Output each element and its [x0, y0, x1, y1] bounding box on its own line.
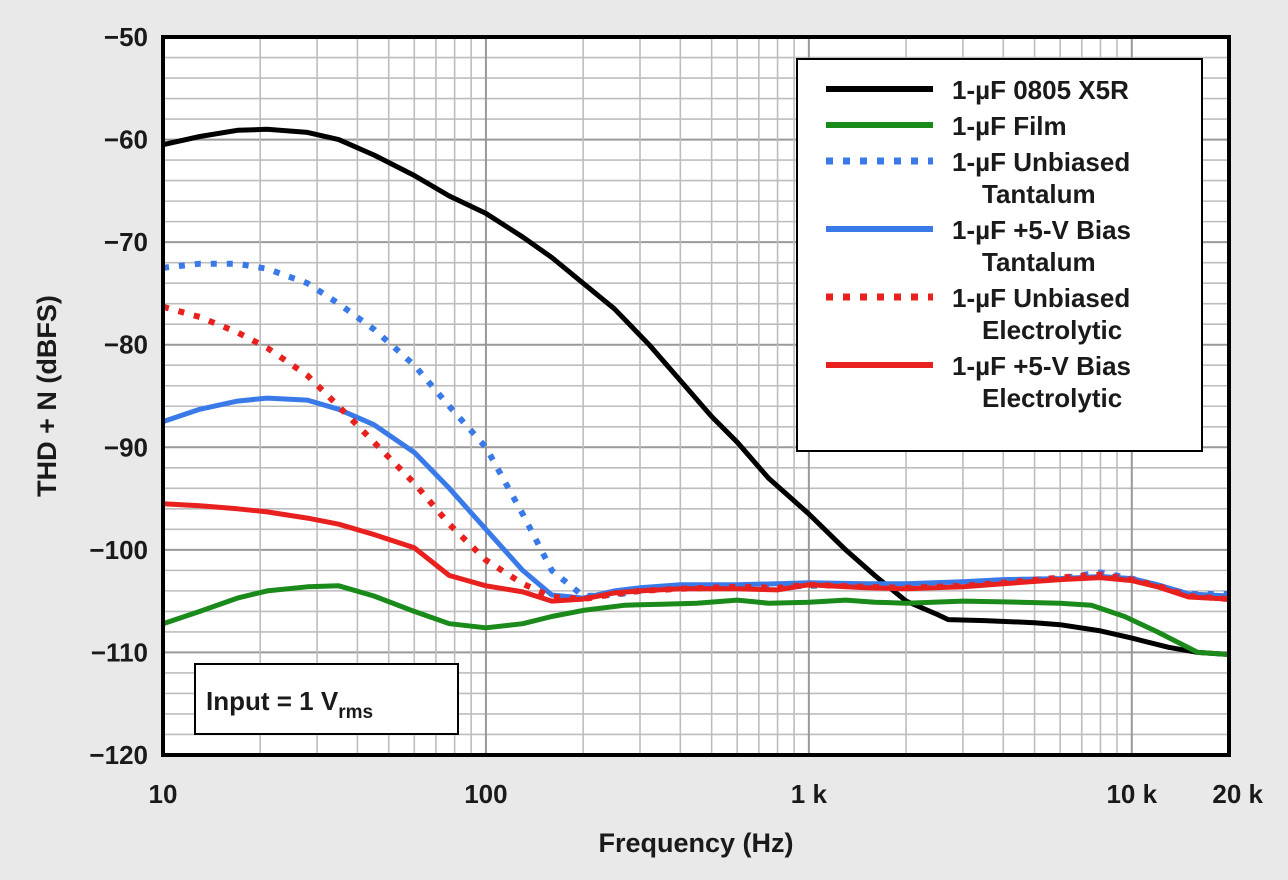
input-note-subscript: rms	[338, 702, 373, 723]
x-tick-label: 10 k	[1106, 779, 1157, 809]
legend-label: 1-µF +5-V Bias	[952, 215, 1131, 245]
y-tick-label: −50	[104, 22, 148, 52]
legend-label: 1-µF 0805 X5R	[952, 75, 1129, 105]
x-tick-label: 10	[149, 779, 178, 809]
y-tick-label: −120	[89, 740, 148, 770]
legend-label: Tantalum	[982, 247, 1096, 277]
input-note: Input = 1 Vrms	[194, 663, 459, 735]
y-tick-label: −80	[104, 330, 148, 360]
legend-label: 1-µF Film	[952, 111, 1067, 141]
input-note-main: Input = 1 V	[206, 686, 339, 716]
input-note-box	[194, 663, 459, 735]
x-tick-label: 20 k	[1212, 779, 1263, 809]
x-tick-label: 1 k	[791, 779, 828, 809]
legend-label: Tantalum	[982, 179, 1096, 209]
series-layer	[162, 126, 1230, 657]
y-tick-label: −90	[104, 432, 148, 462]
x-axis-title: Frequency (Hz)	[598, 828, 793, 858]
legend-label: Electrolytic	[982, 383, 1122, 413]
plot-frame	[161, 35, 1231, 757]
y-tick-label: −110	[91, 637, 148, 667]
series-line	[162, 583, 1230, 657]
y-axis-title: THD + N (dBFS)	[32, 295, 62, 497]
series-line	[162, 501, 1230, 604]
y-tick-label: −60	[104, 125, 148, 155]
y-tick-label: −100	[89, 535, 148, 565]
x-tick-label: 100	[464, 779, 507, 809]
series-line	[162, 126, 1230, 657]
y-tick-label: −70	[104, 227, 148, 257]
legend-label: 1-µF Unbiased	[952, 283, 1130, 313]
legend-label: Electrolytic	[982, 315, 1122, 345]
input-note-text: Input = 1 Vrms	[206, 686, 373, 723]
legend-label: 1-µF Unbiased	[952, 147, 1130, 177]
legend-label: 1-µF +5-V Bias	[952, 351, 1131, 381]
